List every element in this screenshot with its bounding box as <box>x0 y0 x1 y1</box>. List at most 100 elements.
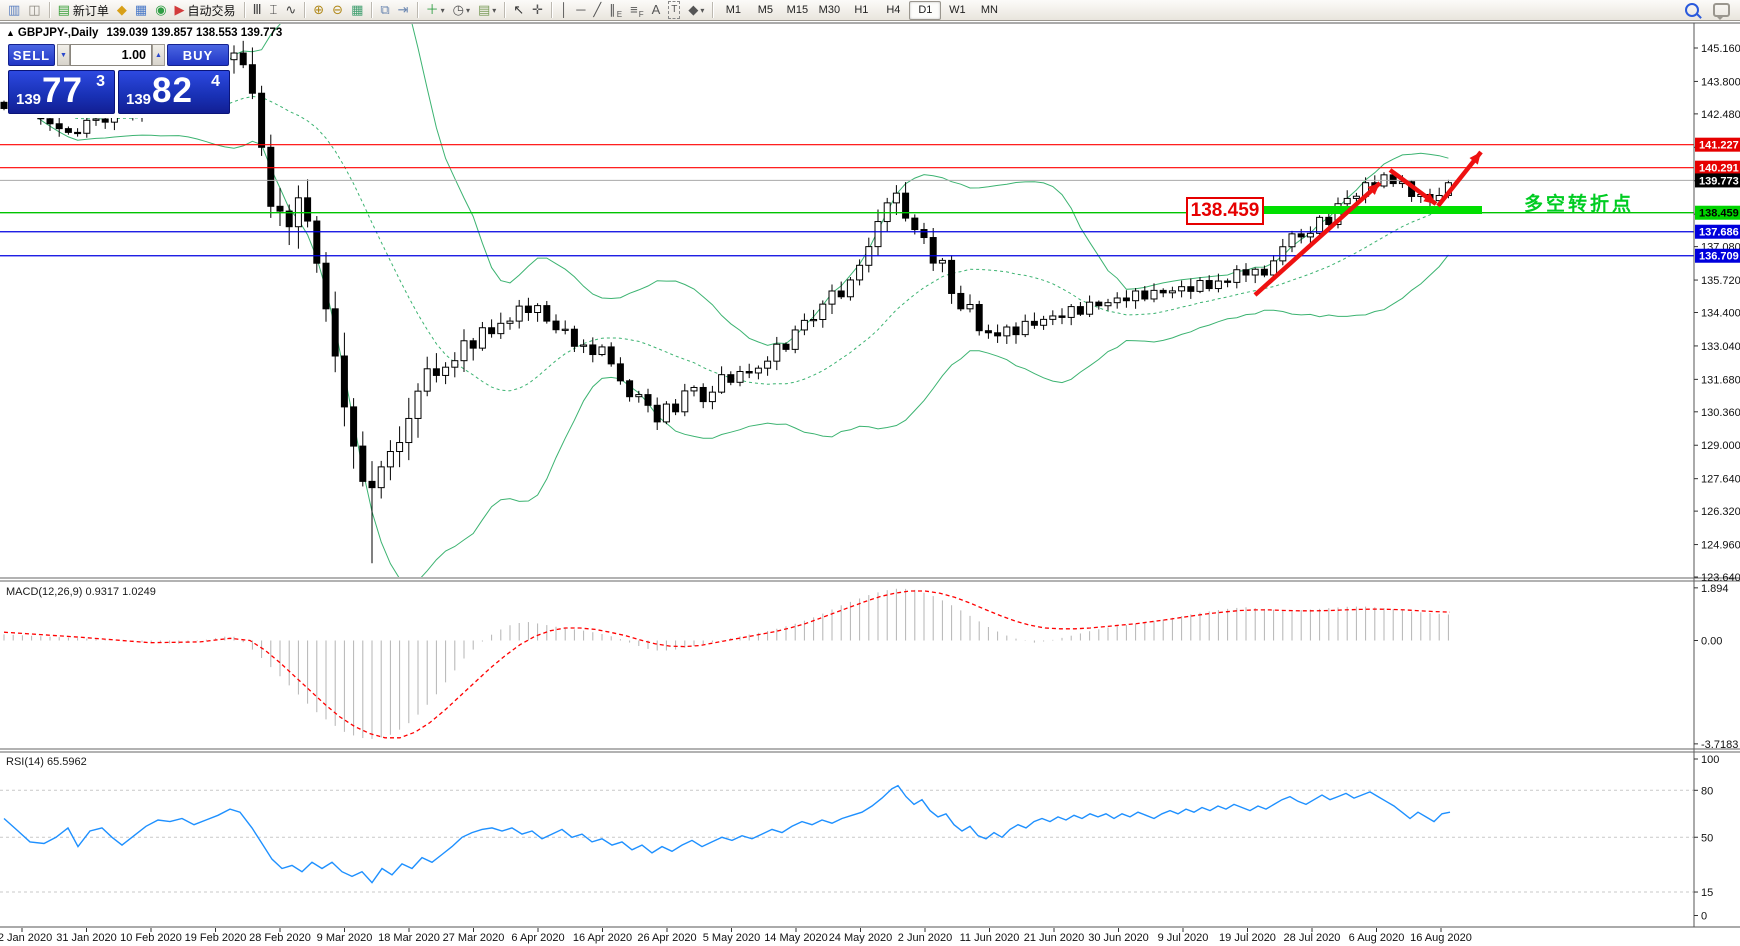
indicators-icon[interactable]: ＋ ▾ <box>425 2 445 17</box>
new-order-label: 新订单 <box>72 3 109 18</box>
one-click-trading-panel: SELL ▼ 1.00 ▲ BUY 139 77 3 139 82 4 <box>8 44 230 118</box>
news-icon: ◉ <box>155 2 167 17</box>
svg-text:0: 0 <box>1701 911 1707 923</box>
fibonacci-icon[interactable]: ≡ F <box>630 2 644 19</box>
crosshair-icon[interactable]: ✛ <box>529 1 546 19</box>
price-badge <box>1695 137 1740 152</box>
sell-price-box[interactable]: 139 77 3 <box>8 70 115 114</box>
svg-text:141.227: 141.227 <box>1699 140 1739 152</box>
auto-trading-icon[interactable]: ▶ 自动交易 <box>172 1 239 19</box>
svg-text:100: 100 <box>1701 754 1719 766</box>
collapse-triangle-icon[interactable]: ▲ <box>6 28 15 38</box>
trendline-icon[interactable]: ╱ <box>590 1 604 19</box>
channel-icon[interactable]: ∥ E <box>609 2 623 19</box>
buy-price-big: 82 <box>152 71 193 110</box>
annotation-text[interactable]: 多空转折点 <box>1524 194 1635 215</box>
svg-text:0.00: 0.00 <box>1701 636 1722 648</box>
volume-increase-button[interactable]: ▲ <box>152 44 165 66</box>
timeframe-m1[interactable]: M1 <box>725 4 742 16</box>
svg-text:131.680: 131.680 <box>1701 374 1740 386</box>
templates-icon: ▤ <box>477 2 491 17</box>
svg-text:15: 15 <box>1701 887 1713 899</box>
new-order-icon[interactable]: ▤ 新订单 <box>55 1 112 19</box>
price-badge <box>1695 224 1740 239</box>
support-band[interactable] <box>1262 206 1482 214</box>
chart-window-icon: ▥ <box>8 2 21 17</box>
volume-decrease-button[interactable]: ▼ <box>57 44 70 66</box>
templates-icon[interactable]: ▤ ▾ <box>477 2 497 17</box>
news-icon[interactable]: ◉ <box>152 1 169 19</box>
chart-shift-icon: ⇥ <box>397 2 409 17</box>
cursor-icon: ↖ <box>513 2 525 17</box>
channel-icon: ∥ <box>609 2 616 17</box>
bollinger-middle-band <box>22 95 1449 392</box>
bollinger-lower-band <box>22 109 1449 577</box>
bar-chart-icon: Ⅲ <box>252 2 262 17</box>
text-icon[interactable]: A <box>649 1 664 19</box>
rsi-panel[interactable] <box>0 784 1694 893</box>
svg-text:145.160: 145.160 <box>1701 43 1740 55</box>
timeframe-h1[interactable]: H1 <box>854 4 869 16</box>
timeframe-w1[interactable]: W1 <box>949 4 966 16</box>
sell-button[interactable]: SELL <box>8 44 55 66</box>
trend-arrow[interactable] <box>1253 181 1382 297</box>
level-price-label[interactable]: 138.459 <box>1186 197 1264 225</box>
line-chart-icon[interactable]: ∿ <box>282 1 299 19</box>
price-badge <box>1695 173 1740 188</box>
macd-indicator-label: MACD(12,26,9) 0.9317 1.0249 <box>6 586 156 598</box>
svg-text:137.686: 137.686 <box>1699 227 1739 239</box>
macd-panel[interactable] <box>3 588 1451 739</box>
text-label-icon[interactable]: T <box>665 1 683 19</box>
svg-text:21 Jun 2020: 21 Jun 2020 <box>1024 932 1085 944</box>
main-chart-area[interactable] <box>0 0 1694 585</box>
zoom-out-icon[interactable]: ⊖ <box>329 1 346 19</box>
timeframe-h4[interactable]: H4 <box>886 4 901 16</box>
timeframe-d1[interactable]: D1 <box>909 0 942 20</box>
svg-text:140.291: 140.291 <box>1699 163 1739 175</box>
timeframe-m30[interactable]: M30 <box>818 4 841 16</box>
bar-chart-icon[interactable]: Ⅲ <box>250 1 265 19</box>
svg-text:26 Apr 2020: 26 Apr 2020 <box>637 932 696 944</box>
chart-window-icon[interactable]: ▥ <box>5 1 23 19</box>
svg-text:18 Mar 2020: 18 Mar 2020 <box>378 932 440 944</box>
svg-text:2 Jun 2020: 2 Jun 2020 <box>898 932 952 944</box>
periods-icon[interactable]: ◷ ▾ <box>452 2 470 17</box>
svg-text:139.773: 139.773 <box>1699 175 1739 187</box>
volume-input[interactable]: 1.00 <box>70 44 152 66</box>
arrange-windows-icon[interactable]: ⧉ <box>377 1 392 19</box>
horizontal-line-icon[interactable]: ─ <box>573 1 588 19</box>
buy-button[interactable]: BUY <box>167 44 229 66</box>
rsi-indicator-label: RSI(14) 65.5962 <box>6 756 87 768</box>
trendline-icon: ╱ <box>593 2 602 17</box>
text-icon: A <box>651 2 661 17</box>
trend-arrow-head <box>1367 183 1380 195</box>
profiles-icon[interactable]: ◫ <box>25 1 43 19</box>
candlestick-chart-icon[interactable]: ⌶ <box>267 1 281 19</box>
arrows-icon: ◆ <box>688 2 699 17</box>
crosshair-icon: ✛ <box>532 2 544 17</box>
svg-text:134.400: 134.400 <box>1701 308 1740 320</box>
zoom-in-icon[interactable]: ⊕ <box>310 1 327 19</box>
svg-text:133.040: 133.040 <box>1701 341 1740 353</box>
market-watch-icon[interactable]: ◆ <box>114 1 130 19</box>
chart-shift-icon[interactable]: ⇥ <box>395 1 412 19</box>
chat-icon[interactable] <box>1713 3 1730 20</box>
arrows-icon[interactable]: ◆ ▾ <box>688 2 705 17</box>
data-window-icon[interactable]: ▦ <box>132 1 150 19</box>
timeframe-m5[interactable]: M5 <box>757 4 774 16</box>
buy-price-box[interactable]: 139 82 4 <box>118 70 230 114</box>
tile-windows-icon[interactable]: ▦ <box>348 1 366 19</box>
profiles-icon: ◫ <box>28 2 41 17</box>
timeframe-m15[interactable]: M15 <box>786 4 809 16</box>
zoom-out-icon: ⊖ <box>332 2 344 17</box>
price-badge <box>1695 160 1740 175</box>
svg-text:6 Apr 2020: 6 Apr 2020 <box>511 932 564 944</box>
cursor-icon[interactable]: ↖ <box>510 1 527 19</box>
vertical-line-icon[interactable]: │ <box>557 1 571 19</box>
svg-text:130.360: 130.360 <box>1701 407 1740 419</box>
timeframe-mn[interactable]: MN <box>980 4 998 16</box>
svg-text:16 Aug 2020: 16 Aug 2020 <box>1410 932 1472 944</box>
search-icon[interactable] <box>1685 3 1699 17</box>
svg-text:9 Jul 2020: 9 Jul 2020 <box>1158 932 1209 944</box>
